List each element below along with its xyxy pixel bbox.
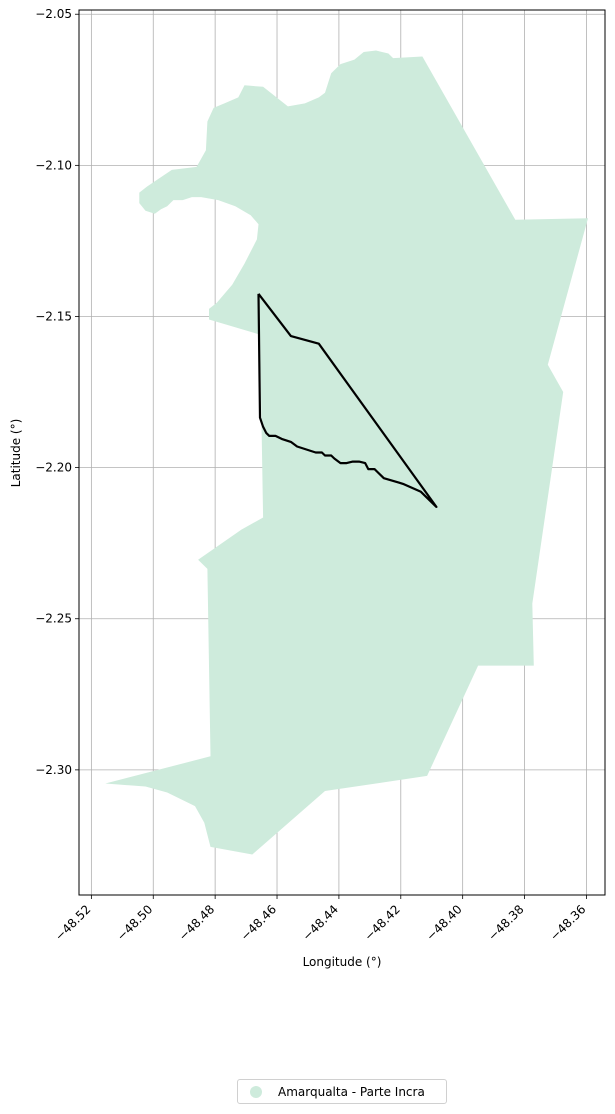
y-tick-label: −2.20 bbox=[35, 461, 72, 475]
x-tick-label: −48.50 bbox=[114, 902, 155, 943]
y-axis-ticks: −2.05 −2.10 −2.15 −2.20 −2.25 −2.30 bbox=[35, 7, 79, 777]
y-tick-label: −2.25 bbox=[35, 612, 72, 626]
map-layers bbox=[105, 50, 589, 855]
x-tick-label: −48.46 bbox=[238, 902, 279, 943]
x-axis-ticks: −48.52 −48.50 −48.48 −48.46 −48.44 −48.42 −48.… bbox=[52, 895, 589, 944]
outline-boundary bbox=[257, 293, 438, 508]
legend-label: Amarqualta - Parte Incra bbox=[278, 1084, 425, 1099]
y-tick-label: −2.15 bbox=[35, 309, 72, 323]
y-tick-label: −2.30 bbox=[35, 763, 72, 777]
x-tick-label: −48.38 bbox=[485, 902, 526, 943]
x-tick-label: −48.40 bbox=[423, 902, 464, 943]
y-axis-label: Latitude (°) bbox=[9, 419, 23, 488]
x-tick-label: −48.42 bbox=[362, 902, 403, 943]
x-axis-label: Longitude (°) bbox=[303, 955, 382, 969]
legend: Amarqualta - Parte Incra bbox=[237, 1079, 447, 1104]
x-tick-label: −48.48 bbox=[176, 902, 217, 943]
x-tick-label: −48.36 bbox=[547, 902, 588, 943]
y-tick-label: −2.05 bbox=[35, 7, 72, 21]
x-tick-label: −48.52 bbox=[52, 902, 93, 943]
plot-frame bbox=[78, 9, 606, 896]
map-chart: −48.52 −48.50 −48.48 −48.46 −48.44 −48.42 −48.… bbox=[9, 7, 606, 969]
legend-marker-icon bbox=[250, 1085, 262, 1098]
y-tick-label: −2.10 bbox=[35, 158, 72, 172]
region-amarqualta-parte-incra bbox=[105, 50, 589, 855]
x-tick-label: −48.44 bbox=[300, 902, 341, 943]
